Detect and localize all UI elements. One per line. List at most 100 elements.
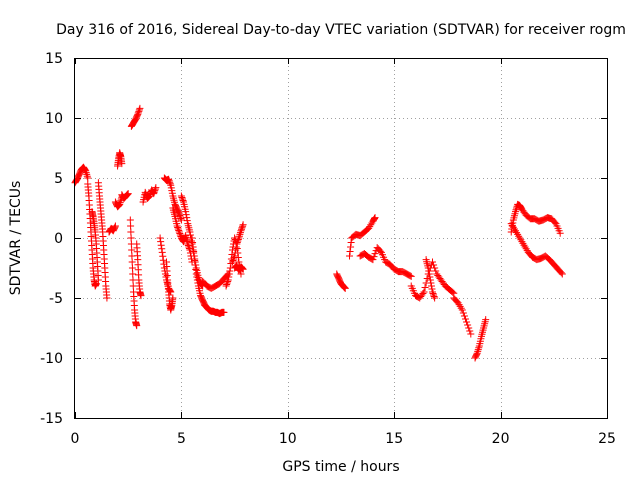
data-point: [474, 347, 482, 355]
data-point: [173, 222, 181, 230]
data-point: [346, 252, 354, 260]
data-point: [159, 252, 167, 260]
data-point: [150, 188, 158, 196]
series-arc-10: [127, 104, 144, 130]
data-point: [83, 170, 91, 178]
chart-title: Day 316 of 2016, Sidereal Day-to-day VTE…: [56, 22, 626, 38]
data-point: [376, 247, 384, 255]
data-point: [129, 276, 137, 284]
data-point: [128, 264, 136, 272]
data-point: [84, 174, 92, 182]
data-point: [467, 330, 475, 338]
data-point: [365, 224, 373, 232]
data-point: [186, 228, 194, 236]
data-point: [159, 256, 167, 264]
data-point: [521, 243, 529, 251]
data-point: [226, 267, 234, 275]
data-point: [183, 214, 191, 222]
data-point: [236, 230, 244, 238]
data-point: [239, 221, 247, 229]
data-point: [158, 248, 166, 256]
data-point: [225, 270, 233, 278]
x-tick-label: 10: [279, 431, 297, 447]
data-point: [127, 222, 135, 230]
data-point: [224, 278, 232, 285]
data-point: [454, 299, 462, 307]
data-point: [194, 279, 202, 287]
data-point: [83, 172, 91, 180]
data-point: [223, 279, 231, 287]
data-point: [235, 234, 243, 242]
data-point: [114, 202, 122, 210]
data-point: [511, 227, 519, 235]
data-point: [429, 288, 437, 296]
data-point: [458, 306, 466, 314]
data-point: [340, 283, 348, 291]
y-tick-label: 5: [54, 171, 63, 187]
data-point: [179, 197, 187, 204]
data-point: [128, 246, 136, 254]
data-point: [225, 273, 233, 281]
data-point: [152, 184, 160, 192]
data-point: [347, 239, 355, 246]
data-point: [237, 270, 245, 278]
data-point: [224, 276, 232, 284]
series-arc-8: [118, 190, 132, 202]
data-point: [519, 239, 527, 247]
series-arc-29: [450, 294, 475, 338]
data-point: [236, 229, 244, 237]
data-point: [426, 276, 434, 284]
x-tick-label: 25: [598, 431, 616, 447]
data-point: [188, 234, 196, 242]
data-point: [367, 221, 375, 229]
data-point: [551, 218, 559, 226]
series-arc-26: [356, 244, 415, 280]
data-point: [220, 308, 228, 316]
data-point: [165, 177, 173, 185]
data-point: [430, 291, 438, 299]
data-point: [475, 344, 483, 352]
data-point: [94, 276, 102, 284]
series-arc-3: [88, 208, 102, 284]
data-point: [238, 264, 246, 272]
y-tick-label: -5: [49, 291, 63, 307]
data-point: [366, 223, 374, 231]
data-point: [431, 264, 439, 272]
data-point: [188, 237, 196, 245]
data-point: [157, 238, 165, 246]
data-point: [507, 220, 515, 228]
data-point: [457, 304, 465, 312]
data-point: [234, 236, 242, 243]
data-point: [156, 234, 164, 242]
data-point: [82, 167, 90, 175]
data-point: [517, 236, 525, 244]
data-point: [175, 228, 183, 236]
data-point: [127, 228, 135, 236]
data-point: [128, 258, 136, 266]
data-point: [459, 309, 467, 317]
data-point: [346, 248, 354, 255]
x-tick-label: 15: [385, 431, 403, 447]
data-point: [174, 224, 182, 231]
data-point: [424, 264, 432, 272]
data-point: [513, 229, 521, 237]
data-point: [371, 250, 379, 258]
data-point: [430, 293, 438, 300]
data-point: [182, 211, 190, 219]
data-point: [189, 243, 197, 251]
data-point: [184, 242, 192, 249]
data-point: [166, 286, 174, 294]
data-point: [231, 252, 239, 260]
data-point: [193, 276, 201, 284]
data-point: [82, 169, 90, 177]
series-arc-4: [94, 179, 111, 302]
data-point: [449, 288, 457, 296]
data-point: [556, 229, 564, 237]
data-point: [466, 327, 474, 335]
data-point: [406, 272, 414, 280]
data-point: [237, 227, 245, 235]
data-point: [228, 258, 236, 266]
data-point: [421, 284, 429, 291]
data-point: [166, 178, 174, 186]
